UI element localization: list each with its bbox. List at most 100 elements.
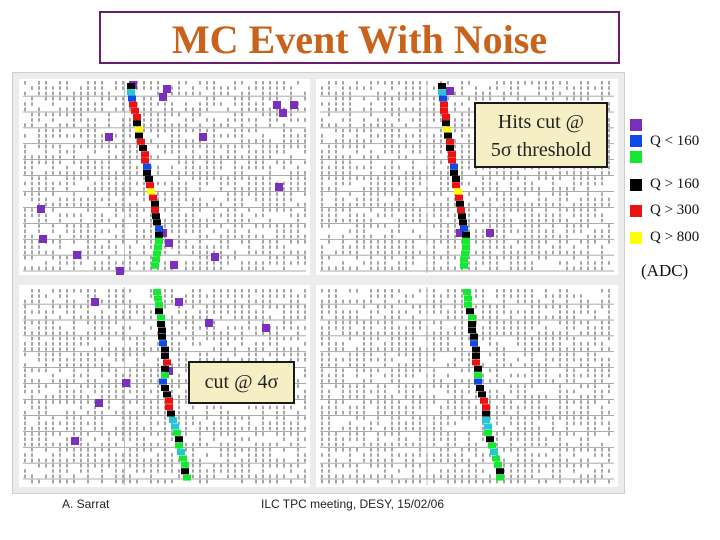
track-hit <box>482 417 490 423</box>
legend-label-q-lt-160: Q < 160 <box>650 133 700 149</box>
noise-hit <box>275 183 283 191</box>
adc-unit-label: (ADC) <box>641 261 689 280</box>
pad-display <box>23 287 306 485</box>
noise-hit <box>199 133 207 141</box>
track-hit <box>133 120 141 127</box>
track-hit <box>455 194 463 201</box>
track-hit <box>454 188 462 195</box>
track-hit <box>442 120 450 127</box>
track-hit <box>468 321 476 327</box>
track-hit <box>155 238 163 244</box>
track-hit <box>183 474 191 481</box>
track-hit <box>147 188 155 195</box>
track-hit <box>438 83 446 89</box>
track-hit <box>462 244 470 251</box>
track-hit <box>155 308 163 315</box>
track-hit <box>163 391 171 398</box>
track-hit <box>460 225 468 232</box>
track-hit <box>165 404 173 411</box>
track-hit <box>127 89 135 96</box>
track-hit <box>159 340 167 347</box>
noise-hit <box>165 239 173 247</box>
track-hit <box>131 107 139 114</box>
track-hit <box>438 89 446 96</box>
track-hit <box>152 256 160 263</box>
track-hit <box>175 436 183 443</box>
track-hit <box>459 219 467 226</box>
track-hit <box>146 182 154 189</box>
track-hit <box>173 429 181 436</box>
pad-display <box>23 81 306 275</box>
black-swatch <box>630 179 642 191</box>
noise-hit <box>116 267 124 275</box>
yellow-swatch <box>630 232 642 244</box>
track-hit <box>157 314 165 321</box>
track-hit <box>143 163 151 170</box>
track-hit <box>179 455 187 462</box>
noise-hit <box>175 298 183 306</box>
track-hit <box>450 163 458 170</box>
track-hit <box>474 372 482 379</box>
track-hit <box>153 219 161 226</box>
event-panel-bottom-right <box>316 285 618 487</box>
track-hit <box>468 327 476 334</box>
track-hit <box>464 301 472 308</box>
track-hit <box>478 391 486 398</box>
track-hit <box>457 207 465 213</box>
noise-hit <box>95 399 103 407</box>
track-hit <box>137 138 145 145</box>
track-hit <box>171 423 179 430</box>
noise-hit <box>456 229 464 237</box>
legend-label-q-gt-800: Q > 800 <box>650 229 700 245</box>
track-hit <box>466 308 474 315</box>
footer-author: A. Sarrat <box>62 497 110 511</box>
track-hit <box>468 314 476 321</box>
track-hit <box>472 359 480 366</box>
noise-hit <box>290 101 298 109</box>
track-hit <box>163 359 171 366</box>
noise-hit <box>446 87 454 95</box>
track-hit <box>472 346 480 353</box>
noise-hit <box>279 109 287 117</box>
track-hit <box>127 83 135 89</box>
track-hit <box>158 333 166 340</box>
track-hit <box>448 151 456 158</box>
track-hit <box>154 295 162 302</box>
title-box: MC Event With Noise <box>99 11 620 64</box>
track-hit <box>153 289 161 295</box>
noise-hit <box>105 133 113 141</box>
track-hit <box>169 417 177 423</box>
track-hit <box>151 207 159 213</box>
track-hit <box>155 225 163 232</box>
track-hit <box>462 238 470 244</box>
track-hit <box>158 327 166 334</box>
track-hit <box>139 145 147 151</box>
track-hit <box>141 151 149 158</box>
noise-hit <box>486 229 494 237</box>
track-hit <box>442 114 450 120</box>
track-hit <box>452 182 460 189</box>
track-hit <box>472 353 480 359</box>
track-hit <box>463 289 471 295</box>
track-hit <box>128 95 136 102</box>
track-hit <box>161 372 169 379</box>
track-hit <box>177 449 185 455</box>
noise-hit <box>170 261 178 269</box>
track-hit <box>152 213 160 220</box>
track-hit <box>141 157 149 164</box>
track-hit <box>496 474 504 481</box>
blue-swatch <box>630 135 642 147</box>
noise-hit <box>273 101 281 109</box>
green-swatch <box>630 151 642 163</box>
noise-hit <box>159 93 167 101</box>
track-hit <box>456 200 464 207</box>
noise-hit <box>262 324 270 332</box>
cut-4sigma-label: cut @ 4σ <box>204 371 279 393</box>
track-hit <box>470 333 478 340</box>
track-hit <box>458 213 466 220</box>
track-hit <box>443 126 451 133</box>
track-hit <box>496 468 504 475</box>
pad-display <box>320 287 614 485</box>
purple-swatch <box>630 119 642 131</box>
track-hit <box>476 385 484 391</box>
